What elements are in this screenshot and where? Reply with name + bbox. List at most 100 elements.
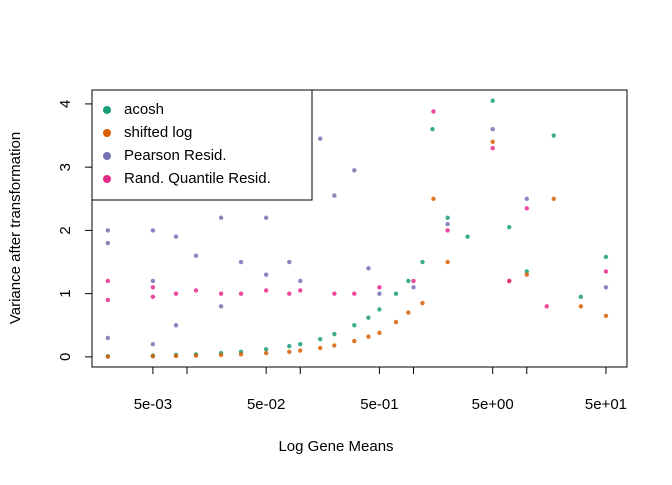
point [263,347,269,352]
point [366,266,371,271]
point [298,278,303,284]
point [317,345,323,351]
y-tick-label: 4 [57,100,74,108]
point [377,285,382,290]
legend-label: Pearson Resid. [124,147,227,164]
point [332,193,337,198]
point [603,285,609,290]
point [507,278,512,284]
legend-marker [103,175,111,183]
x-tick-label: 5e+01 [585,396,627,413]
point [445,215,450,220]
point [287,349,292,355]
point [263,350,269,356]
point [524,196,529,201]
point [377,330,382,336]
point [490,98,495,103]
legend-marker [103,106,111,114]
point [332,291,337,296]
point [406,278,411,284]
legend-label: acosh [124,101,164,118]
y-tick-label: 1 [57,289,74,297]
point [406,310,411,315]
point [105,240,111,246]
point [393,291,399,296]
point [524,206,529,211]
plot-frame [91,89,628,368]
point [352,168,357,173]
point [420,259,425,265]
point [173,323,179,328]
x-tick-label: 5e-01 [360,396,398,413]
point [430,127,435,132]
point [352,323,357,328]
point [150,354,156,359]
x-tick-label: 5e+00 [472,396,514,413]
point [105,228,111,233]
point [193,253,199,258]
point [551,133,556,138]
point [218,352,224,358]
point [420,300,425,306]
y-axis-label: Variance after transformation [7,132,24,324]
point [603,313,609,318]
point [150,294,156,300]
point [352,291,357,296]
point [263,215,269,220]
point [150,285,156,290]
point [317,336,323,342]
legend-marker [103,152,111,160]
point [431,196,436,201]
point [173,353,179,359]
point [263,272,269,277]
point [544,304,549,309]
point [218,215,224,220]
point [578,304,584,309]
x-axis-label: Log Gene Means [278,438,393,455]
point [287,343,292,349]
point [298,288,303,293]
legend-label: Rand. Quantile Resid. [124,170,271,187]
point [173,291,179,296]
point [105,297,111,303]
point [377,291,382,296]
point [332,343,337,348]
point [578,294,584,300]
point [431,109,436,114]
point [490,139,495,145]
point [352,338,357,344]
point [445,259,450,265]
point [317,136,323,141]
point [507,225,512,230]
y-tick-label: 0 [57,353,74,361]
y-tick-label: 3 [57,163,74,171]
point [298,348,303,353]
point [551,196,556,201]
point [465,234,470,239]
point [445,228,450,233]
point [603,269,609,274]
point [105,354,111,359]
point [263,288,269,293]
point [173,234,179,239]
legend-box [91,89,313,201]
y-tick-label: 2 [57,226,74,234]
point [238,352,244,357]
point [377,307,382,312]
point [332,331,337,337]
point [366,315,371,320]
point [445,221,450,227]
point [524,269,529,274]
point [218,304,224,309]
point [603,254,609,260]
point [193,353,199,358]
legend-marker [103,129,111,137]
point [393,319,399,325]
point [150,342,156,347]
point [490,145,495,151]
point [150,228,156,233]
point [298,342,303,347]
point [411,285,416,290]
point [490,127,495,132]
point [411,278,416,284]
